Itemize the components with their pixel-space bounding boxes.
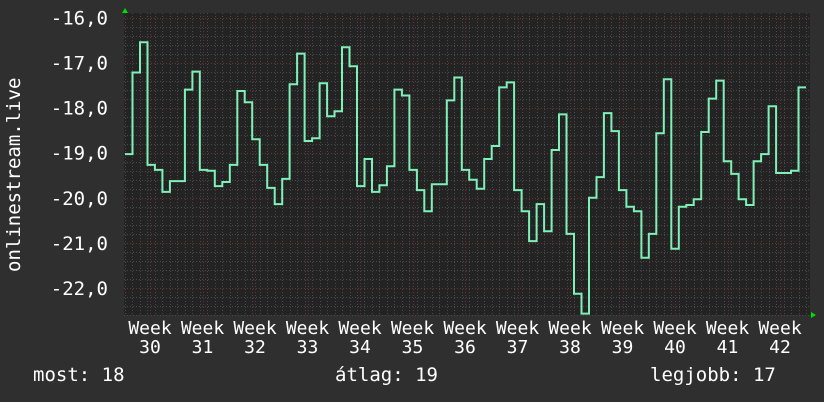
average-value-label: átlag: 19	[335, 364, 438, 386]
x-tick-label: Week 40	[653, 318, 697, 358]
best-value-label: legjobb: 17	[650, 364, 776, 386]
x-tick-label: Week 35	[391, 318, 435, 358]
x-tick-label: Week 33	[286, 318, 330, 358]
y-tick-label: -17,0	[51, 53, 108, 75]
x-tick-label: Week 32	[233, 318, 277, 358]
y-tick-label: -18,0	[51, 98, 108, 120]
series-line-group	[125, 41, 806, 315]
x-tick-label: Week 42	[758, 318, 802, 358]
x-tick-label: Week 31	[181, 318, 225, 358]
y-tick-label: -19,0	[51, 143, 108, 165]
x-tick-label: Week 41	[706, 318, 750, 358]
plot-area	[124, 13, 810, 315]
current-value-label: most: 18	[33, 364, 125, 386]
x-tick-label: Week 34	[338, 318, 382, 358]
series-line	[125, 41, 806, 315]
y-tick-label: -21,0	[51, 233, 108, 255]
y-axis-arrow-icon	[122, 8, 128, 13]
x-tick-label: Week 30	[128, 318, 172, 358]
y-tick-label: -20,0	[51, 188, 108, 210]
y-tick-label: -22,0	[51, 278, 108, 300]
x-tick-label: Week 37	[496, 318, 540, 358]
x-tick-label: Week 39	[601, 318, 645, 358]
y-axis: -16,0 -17,0 -18,0 -19,0 -20,0 -21,0 -22,0	[51, 8, 108, 300]
x-axis-arrow-icon	[811, 312, 816, 318]
x-tick-label: Week 38	[548, 318, 592, 358]
y-tick-label: -16,0	[51, 8, 108, 30]
x-tick-label: Week 36	[443, 318, 487, 358]
y-axis-label: onlinestream.live	[3, 78, 25, 272]
